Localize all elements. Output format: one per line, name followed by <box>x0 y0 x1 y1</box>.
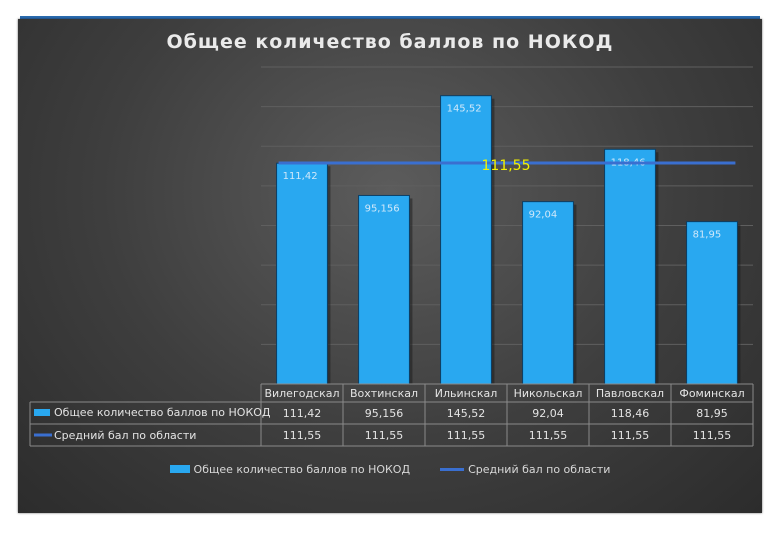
legend-line-label: Средний бал по области <box>468 462 611 476</box>
bottom-legend: Общее количество баллов по НОКОД Средний… <box>18 460 762 478</box>
table-cell: 95,156 <box>365 407 404 420</box>
bar-data-label: 111,42 <box>283 171 318 182</box>
bar-data-label: 81,95 <box>693 230 722 241</box>
average-value-label: 111,55 <box>482 158 531 174</box>
table-row-label: Общее количество баллов по НОКОД <box>54 406 271 419</box>
category-label: Вилегодскал <box>264 387 339 400</box>
table-cell: 92,04 <box>532 407 564 420</box>
legend-item-line: Средний бал по области <box>440 463 610 476</box>
table-cell: 118,46 <box>611 407 650 420</box>
table-cell: 111,55 <box>611 429 650 442</box>
table-cell: 111,55 <box>283 429 322 442</box>
table-cell: 111,42 <box>283 407 322 420</box>
table-cell: 111,55 <box>447 429 486 442</box>
category-label: Фоминскал <box>679 387 744 400</box>
table-cell: 145,52 <box>447 407 486 420</box>
chart-title: Общее количество баллов по НОКОД <box>166 31 614 53</box>
category-label: Павловскал <box>596 387 664 400</box>
bar-data-label: 95,156 <box>365 203 400 214</box>
bar-data-label: 92,04 <box>529 210 558 221</box>
table-row-key-bars <box>34 409 50 416</box>
legend-item-bars: Общее количество баллов по НОКОД <box>169 462 411 476</box>
table-cell: 111,55 <box>693 429 732 442</box>
legend-line-swatch <box>440 467 465 471</box>
chart-panel: Общее количество баллов по НОКОД 111,42 9… <box>18 19 762 513</box>
table-cell: 81,95 <box>696 407 728 420</box>
table-cell: 111,55 <box>365 429 404 442</box>
category-label: Вохтинскал <box>350 387 418 400</box>
bar <box>440 95 492 385</box>
bar <box>276 162 328 385</box>
chart-area: 111,42 95,156 145,52 92,04 118,46 81,95 111,55… <box>29 66 754 447</box>
bar-data-label: 145,52 <box>447 104 482 115</box>
bar <box>686 221 738 385</box>
bar <box>604 148 656 385</box>
table-cell: 111,55 <box>529 429 568 442</box>
bar <box>358 194 410 385</box>
top-rule <box>20 16 760 19</box>
bar <box>522 201 574 385</box>
category-label: Ильинскал <box>435 387 498 400</box>
legend-bar-swatch <box>169 465 190 473</box>
table-row-label: Средний бал по области <box>54 429 196 442</box>
category-label: Никольскал <box>514 387 583 400</box>
legend-bars-label: Общее количество баллов по НОКОД <box>193 462 411 476</box>
